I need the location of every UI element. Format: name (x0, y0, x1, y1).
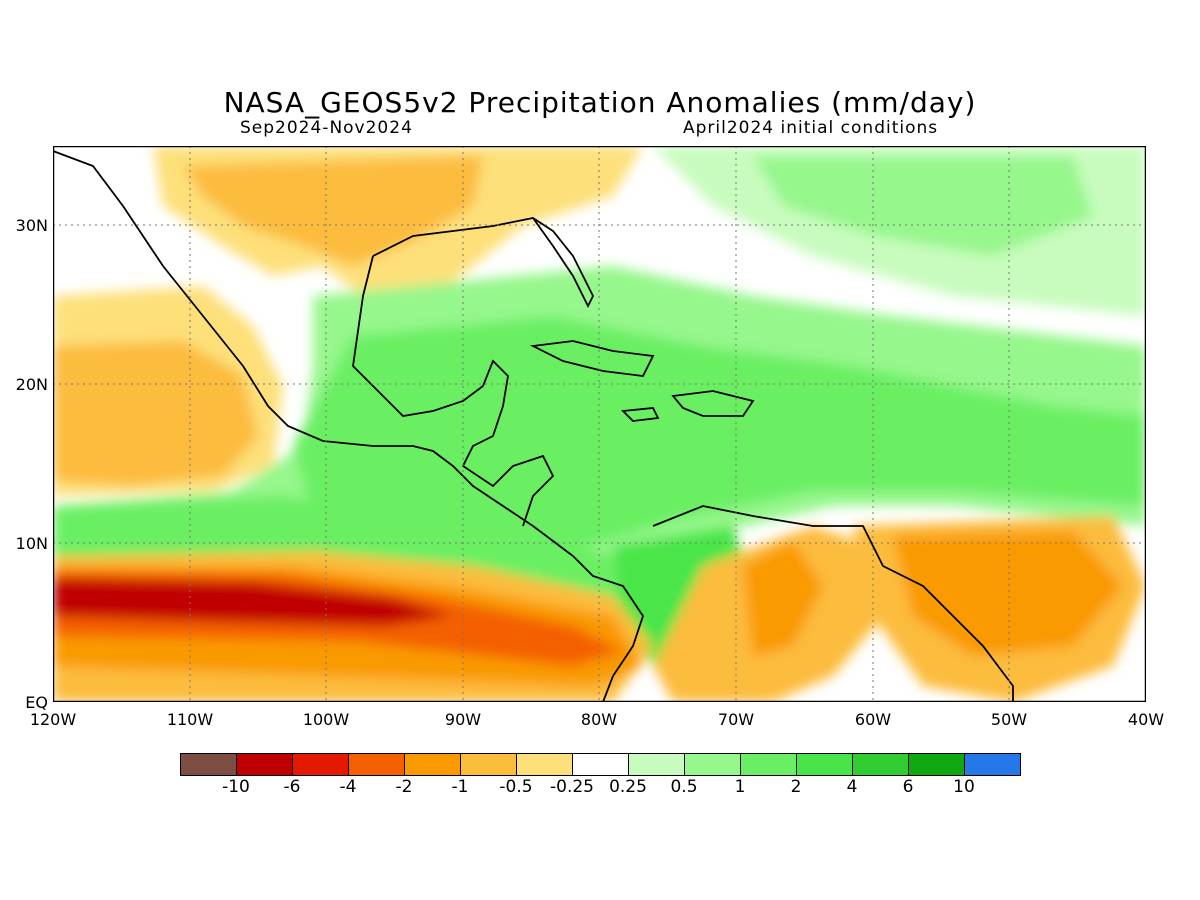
colorbar-label: -6 (283, 777, 301, 797)
colorbar-swatch (236, 753, 293, 776)
colorbar-label: 6 (902, 777, 914, 797)
colorbar-swatch (964, 753, 1021, 776)
lat-label-20n: 20N (15, 375, 48, 394)
colorbar-swatch (460, 753, 517, 776)
lon-label-50w: 50W (990, 710, 1028, 729)
colorbar-label: 2 (790, 777, 802, 797)
colorbar-label: -0.5 (499, 777, 533, 797)
cuba-outline (529, 340, 655, 377)
colorbar-swatch (628, 753, 685, 776)
colorbar (180, 753, 1021, 776)
map-title: NASA_GEOS5v2 Precipitation Anomalies (mm… (223, 86, 977, 119)
coastlines (53, 150, 1014, 702)
pacific-coastline (53, 150, 644, 702)
lat-label-eq: EQ (25, 693, 48, 712)
colorbar-swatch (908, 753, 965, 776)
lon-label-120w: 120W (29, 710, 77, 729)
colorbar-label: 0.25 (609, 777, 647, 797)
lon-label-100w: 100W (302, 710, 350, 729)
colorbar-swatch (684, 753, 741, 776)
lon-label-110w: 110W (166, 710, 214, 729)
colorbar-label: 0.5 (670, 777, 698, 797)
lon-label-90w: 90W (444, 710, 482, 729)
lon-label-80w: 80W (580, 710, 618, 729)
lat-label-30n: 30N (15, 216, 48, 235)
colorbar-label: 1 (734, 777, 746, 797)
colorbar-swatch (292, 753, 349, 776)
lon-label-60w: 60W (854, 710, 892, 729)
anomaly-field (53, 146, 1146, 702)
initial-conditions: April2024 initial conditions (683, 118, 939, 138)
colorbar-swatch (852, 753, 909, 776)
colorbar-label: -2 (395, 777, 413, 797)
dry-region-atlantic-core (893, 531, 1123, 656)
colorbar-label: -4 (339, 777, 357, 797)
lat-label-10n: 10N (15, 534, 48, 553)
wet-region-atlantic-core (753, 156, 1093, 256)
forecast-period: Sep2024-Nov2024 (240, 118, 413, 138)
map-frame (53, 146, 1146, 702)
jamaica-outline (621, 407, 660, 422)
dry-region-pacific-mexico-inner (53, 341, 258, 486)
colorbar-swatch (348, 753, 405, 776)
lat-lon-grid (53, 146, 1146, 702)
lon-label-70w: 70W (717, 710, 755, 729)
lon-label-40w: 40W (1127, 710, 1165, 729)
colorbar-swatch (572, 753, 629, 776)
colorbar-label: -1 (451, 777, 469, 797)
dry-region-venezuela-core (743, 541, 823, 656)
colorbar-label: 4 (846, 777, 858, 797)
colorbar-swatch (404, 753, 461, 776)
gulf-coastline (352, 255, 555, 527)
colorbar-swatch (516, 753, 573, 776)
colorbar-swatch (740, 753, 797, 776)
colorbar-label: -10 (222, 777, 250, 797)
colorbar-label: 10 (953, 777, 975, 797)
colorbar-label: -0.25 (550, 777, 594, 797)
colorbar-swatch (796, 753, 853, 776)
us-gulf-coast (372, 217, 595, 309)
dry-region-pacific-core (53, 578, 453, 626)
anomaly-map (53, 146, 1146, 702)
colorbar-swatch (180, 753, 237, 776)
hispaniola-outline (671, 390, 755, 417)
